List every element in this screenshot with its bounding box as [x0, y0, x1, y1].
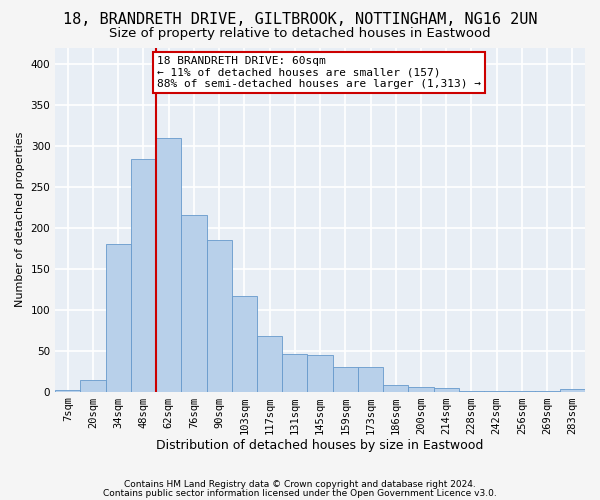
Bar	[80, 380, 106, 392]
Text: 18 BRANDRETH DRIVE: 60sqm
← 11% of detached houses are smaller (157)
88% of semi: 18 BRANDRETH DRIVE: 60sqm ← 11% of detac…	[157, 56, 481, 89]
Bar	[55, 390, 80, 392]
Bar	[383, 385, 409, 392]
Bar	[459, 391, 484, 392]
Bar	[358, 367, 383, 392]
Bar	[409, 386, 434, 392]
Bar	[484, 391, 509, 392]
Bar	[560, 389, 585, 392]
X-axis label: Distribution of detached houses by size in Eastwood: Distribution of detached houses by size …	[157, 440, 484, 452]
Bar	[257, 336, 282, 392]
Bar	[509, 391, 535, 392]
Bar	[282, 354, 307, 392]
Bar	[535, 391, 560, 392]
Bar	[156, 138, 181, 392]
Bar	[131, 159, 156, 392]
Bar	[206, 240, 232, 392]
Bar	[232, 296, 257, 392]
Text: Contains public sector information licensed under the Open Government Licence v3: Contains public sector information licen…	[103, 489, 497, 498]
Bar	[106, 244, 131, 392]
Bar	[307, 354, 332, 392]
Y-axis label: Number of detached properties: Number of detached properties	[15, 132, 25, 307]
Bar	[332, 367, 358, 392]
Bar	[434, 388, 459, 392]
Text: Contains HM Land Registry data © Crown copyright and database right 2024.: Contains HM Land Registry data © Crown c…	[124, 480, 476, 489]
Bar	[181, 214, 206, 392]
Text: Size of property relative to detached houses in Eastwood: Size of property relative to detached ho…	[109, 28, 491, 40]
Text: 18, BRANDRETH DRIVE, GILTBROOK, NOTTINGHAM, NG16 2UN: 18, BRANDRETH DRIVE, GILTBROOK, NOTTINGH…	[63, 12, 537, 28]
